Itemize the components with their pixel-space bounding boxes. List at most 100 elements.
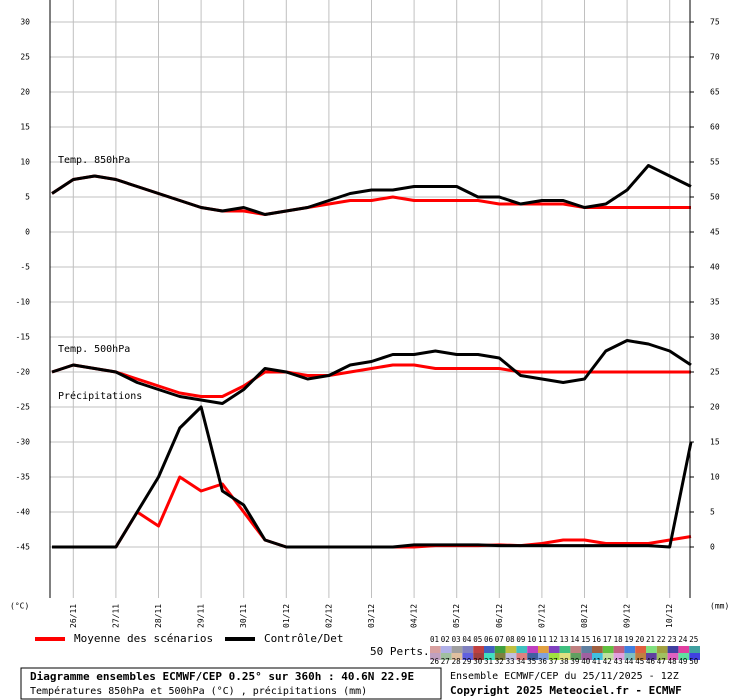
x-tick-label: 07/12 xyxy=(537,604,546,628)
perturbation-swatch xyxy=(462,653,474,660)
y2-tick-label: 65 xyxy=(710,88,720,97)
perturbation-label: 22 xyxy=(657,635,666,644)
y-tick-label: 10 xyxy=(20,158,30,167)
perturbation-swatch xyxy=(678,646,690,653)
perturbation-label: 21 xyxy=(646,635,655,644)
y2-tick-label: 45 xyxy=(710,228,720,237)
perturbation-label: 10 xyxy=(527,635,537,644)
perturbation-label: 09 xyxy=(516,635,525,644)
x-tick-label: 10/12 xyxy=(665,604,674,628)
y2-tick-label: 25 xyxy=(710,368,720,377)
y-tick-label: 5 xyxy=(25,193,30,202)
x-tick-label: 03/12 xyxy=(367,604,376,628)
perturbation-label: 37 xyxy=(549,657,558,666)
perturbation-swatch xyxy=(430,646,441,653)
perturbation-swatch xyxy=(440,653,452,660)
perturbation-swatch xyxy=(484,646,495,653)
perturbation-label: 02 xyxy=(441,635,450,644)
perturbation-label: 31 xyxy=(484,657,493,666)
perturbation-label: 12 xyxy=(549,635,558,644)
perturbation-swatch xyxy=(570,653,582,660)
perturbation-label: 36 xyxy=(538,657,548,666)
perturbation-swatch xyxy=(656,653,668,660)
perturbation-swatch xyxy=(581,646,592,653)
x-tick-label: 30/11 xyxy=(239,604,248,628)
perturbation-swatch xyxy=(602,646,614,653)
perturbation-label: 40 xyxy=(581,657,591,666)
perturbation-swatch xyxy=(635,653,646,660)
y-tick-label: -25 xyxy=(16,403,31,412)
panel-label: Précipitations xyxy=(58,390,142,402)
info-box xyxy=(20,667,442,700)
perturbation-swatch xyxy=(527,653,538,660)
y2-tick-label: 55 xyxy=(710,158,720,167)
footer-copyright: Copyright 2025 Meteociel.fr - ECMWF xyxy=(450,684,682,697)
y-tick-label: -45 xyxy=(16,543,31,552)
perturbation-swatch xyxy=(646,653,657,660)
perturbation-label: 19 xyxy=(624,635,633,644)
y2-tick-label: 60 xyxy=(710,123,720,132)
perturbation-label: 13 xyxy=(560,635,569,644)
x-tick-label: 26/11 xyxy=(69,604,78,628)
perturbation-swatch xyxy=(548,646,560,653)
perturbation-swatch xyxy=(451,646,463,653)
y-tick-label: 0 xyxy=(25,228,30,237)
series-line xyxy=(51,164,692,216)
x-tick-label: 01/12 xyxy=(282,604,291,628)
perturbation-label: 08 xyxy=(506,635,516,644)
perturbation-swatch xyxy=(678,653,690,660)
perturbation-swatch xyxy=(624,653,636,660)
perturbation-swatch xyxy=(559,653,571,660)
perturbation-label: 43 xyxy=(614,657,623,666)
y2-tick-label: 75 xyxy=(710,18,720,27)
perturbation-label: 20 xyxy=(635,635,645,644)
perturbation-swatch xyxy=(505,646,517,653)
x-tick-label: 02/12 xyxy=(324,604,333,628)
perturbation-swatch xyxy=(548,653,560,660)
footer-subtitle: Températures 850hPa et 500hPa (°C) , pré… xyxy=(30,685,367,697)
perturbation-swatch xyxy=(538,653,549,660)
perturbation-label: 48 xyxy=(668,657,678,666)
perturbation-label: 04 xyxy=(462,635,472,644)
x-tick-label: 05/12 xyxy=(452,604,461,628)
y-tick-label: 15 xyxy=(20,123,30,132)
y-tick-label: -30 xyxy=(16,438,31,447)
perturbation-swatch xyxy=(516,653,528,660)
series-line xyxy=(52,405,693,549)
perturbation-swatch xyxy=(635,646,646,653)
perturbation-label: 44 xyxy=(624,657,634,666)
y-tick-label: -40 xyxy=(16,508,31,517)
perturbation-label: 41 xyxy=(592,657,601,666)
perturbation-swatch xyxy=(667,646,679,653)
perturbation-swatch xyxy=(592,646,603,653)
perturbation-label: 32 xyxy=(495,657,504,666)
x-tick-label: 29/11 xyxy=(197,604,206,628)
perturbation-swatch xyxy=(602,653,614,660)
legend-label: Contrôle/Det xyxy=(264,632,343,645)
perturbation-label: 38 xyxy=(560,657,570,666)
perturbation-swatch xyxy=(516,646,528,653)
perturbation-swatch xyxy=(646,646,657,653)
y2-tick-label: 50 xyxy=(710,193,720,202)
perturbation-label: 25 xyxy=(689,635,698,644)
perturbation-label: 03 xyxy=(452,635,461,644)
x-tick-label: 08/12 xyxy=(580,604,589,628)
perturbation-label: 18 xyxy=(614,635,624,644)
perturbation-label: 33 xyxy=(506,657,515,666)
perturbation-swatch xyxy=(473,653,484,660)
perturbation-swatch xyxy=(570,646,582,653)
series-line xyxy=(51,363,691,398)
y-axis-label: (°C) xyxy=(10,602,29,611)
y2-tick-label: 20 xyxy=(710,403,720,412)
y2-tick-label: 30 xyxy=(710,333,720,342)
perturbation-label: 17 xyxy=(603,635,612,644)
perturbation-swatch xyxy=(613,653,625,660)
perturbation-label: 28 xyxy=(452,657,462,666)
perturbation-label: 16 xyxy=(592,635,602,644)
x-tick-label: 28/11 xyxy=(154,604,163,628)
y2-tick-label: 35 xyxy=(710,298,720,307)
y-tick-label: -10 xyxy=(16,298,31,307)
perturbation-label: 39 xyxy=(570,657,579,666)
